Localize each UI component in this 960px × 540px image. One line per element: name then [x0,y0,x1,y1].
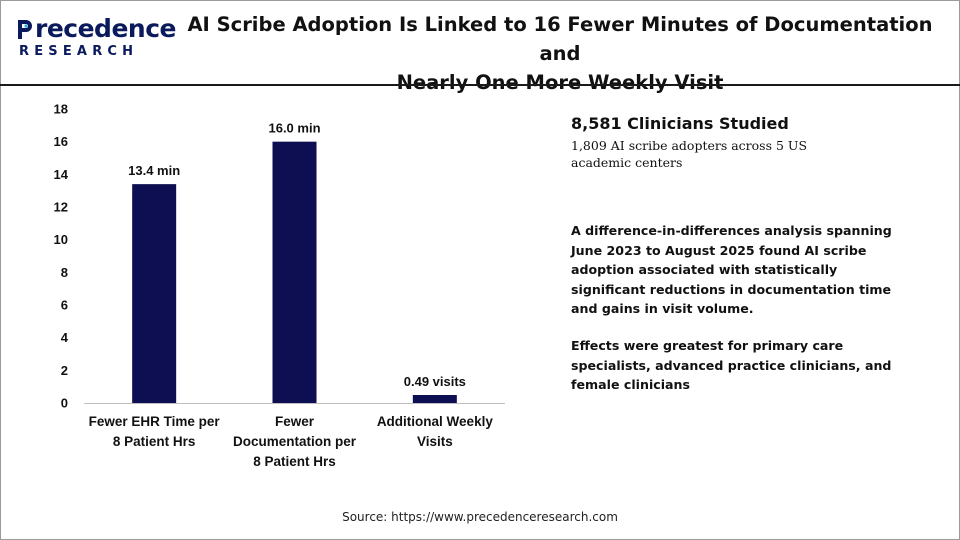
effects-paragraph: Effects were greatest for primary care s… [571,338,892,392]
y-tick-label: 0 [61,396,68,411]
x-tick-label: Fewer EHR Time per [89,414,221,429]
y-tick-label: 8 [61,265,68,280]
title-line-1: AI Scribe Adoption Is Linked to 16 Fewer… [187,13,933,65]
header-divider [0,84,960,86]
x-tick-label: Documentation per [233,434,357,449]
data-label: 16.0 min [268,121,320,136]
header: recedence RESEARCH AI Scribe Adoption Is… [0,0,960,94]
y-tick-label: 16 [54,134,68,149]
y-tick-label: 10 [54,232,68,247]
data-label: 0.49 visits [404,374,466,389]
y-tick-label: 14 [54,167,69,182]
y-tick-label: 6 [61,298,68,313]
bar-chart: 0 2 4 6 8 10 12 14 16 18 13.4 min Fewer EHR Time pe… [54,102,505,469]
source-note: Source: https://www.precedenceresearch.c… [342,510,618,524]
y-tick-label: 2 [61,363,68,378]
stat-headline: 8,581 Clinicians Studied [571,114,789,133]
analysis-paragraph: A difference-in-differences analysis spa… [571,223,892,316]
data-label: 13.4 min [128,163,180,178]
bar [412,394,457,403]
logo-p-icon [18,20,32,39]
x-tick-label: 8 Patient Hrs [113,434,196,449]
y-tick-label: 18 [54,102,68,117]
x-tick-label: Fewer [275,414,315,429]
bar [132,184,177,403]
logo-wordmark: recedence [35,14,176,43]
y-tick-label: 4 [61,330,69,345]
title-line-2: Nearly One More Weekly Visit [396,71,724,94]
x-tick-label: Additional Weekly [377,414,494,429]
page-title: AI Scribe Adoption Is Linked to 16 Fewer… [175,10,945,97]
x-tick-label: Visits [417,434,453,449]
logo-subtitle: RESEARCH [19,44,139,59]
bar [272,141,317,403]
x-tick-label: 8 Patient Hrs [253,454,336,469]
brand-logo: recedence RESEARCH [16,14,176,64]
stat-subtext: 1,809 AI scribe adopters across 5 US aca… [571,138,808,170]
y-tick-label: 12 [54,200,68,215]
